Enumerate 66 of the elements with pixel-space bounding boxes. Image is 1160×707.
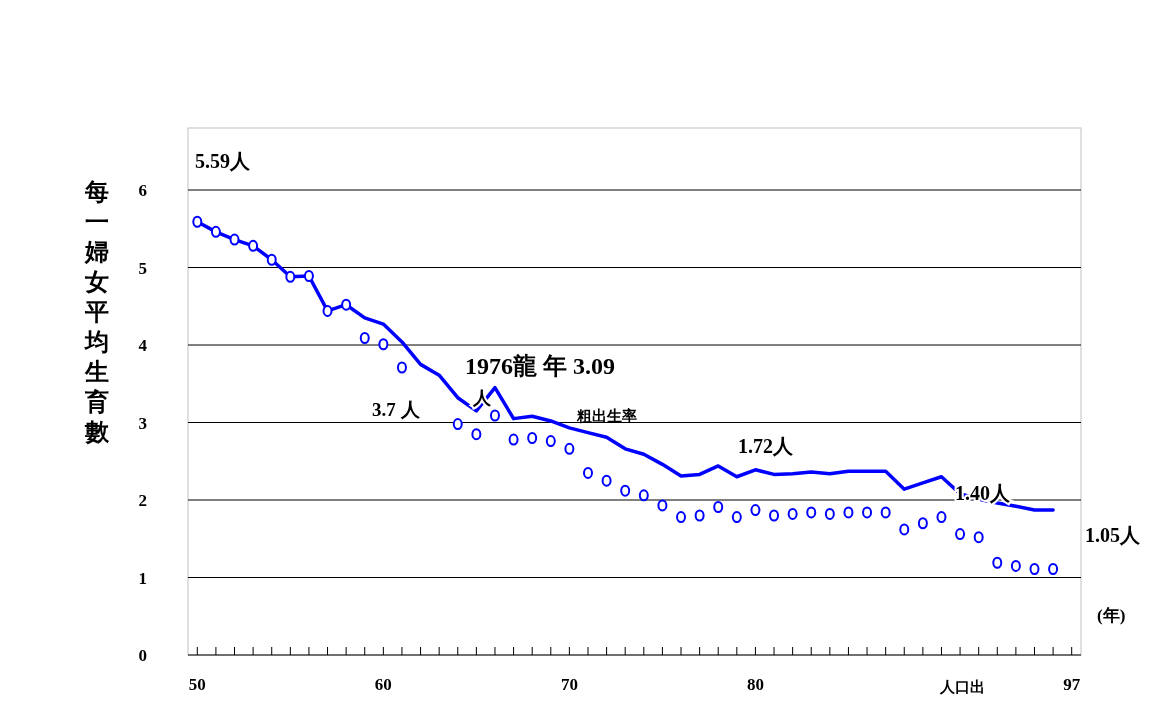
- point: [1048, 562, 1059, 575]
- point: [769, 509, 780, 522]
- point: [471, 428, 482, 441]
- point: [601, 474, 612, 487]
- point: [731, 511, 742, 524]
- point: [582, 466, 593, 479]
- y-tick-label: 1: [138, 568, 147, 588]
- annotation: 粗出生率: [576, 407, 637, 424]
- point: [378, 338, 389, 351]
- y-tick-label: 6: [138, 181, 147, 200]
- point: [973, 531, 984, 544]
- point: [638, 489, 649, 502]
- point: [824, 507, 835, 520]
- point: [917, 517, 928, 530]
- point: [527, 432, 538, 444]
- x-tick-label: 97: [1063, 675, 1081, 694]
- point: [843, 506, 854, 519]
- ylabel: 每一婦女平均生育數: [85, 179, 109, 445]
- point: [359, 332, 370, 345]
- y-tick-label: 0: [138, 646, 147, 665]
- y-tick-label: 4: [138, 336, 148, 355]
- point: [936, 511, 947, 524]
- point: [564, 442, 575, 455]
- x-tick-label: 50: [188, 675, 206, 694]
- annotation: 3.7 人: [372, 399, 421, 420]
- point: [192, 215, 203, 228]
- point: [694, 509, 705, 522]
- y-tick-label: 5: [138, 258, 147, 278]
- point: [992, 556, 1003, 569]
- point: [806, 506, 817, 519]
- x-tick-label: 80: [746, 675, 764, 694]
- x-tick-label: 60: [374, 675, 392, 694]
- point: [787, 507, 798, 520]
- point: [248, 239, 259, 252]
- point: [303, 270, 314, 283]
- point: [620, 484, 631, 497]
- point: [1029, 562, 1040, 575]
- y-tick-label: 2: [138, 491, 147, 510]
- point: [862, 506, 873, 519]
- text: (年): [1097, 606, 1126, 625]
- point: [322, 304, 333, 317]
- point: [508, 433, 519, 446]
- point: [341, 298, 352, 311]
- annotation: 1.72人: [738, 435, 794, 457]
- point: [899, 523, 910, 536]
- point: [489, 409, 500, 422]
- point: [545, 435, 556, 448]
- x-tick-label: 70: [560, 675, 578, 694]
- y-tick-label: 3: [138, 413, 147, 433]
- annotation: 1976龍 年 3.09: [465, 353, 615, 379]
- annotation: 5.59人: [195, 150, 251, 172]
- point: [266, 253, 277, 266]
- point: [229, 233, 240, 246]
- point: [210, 225, 221, 238]
- text: 1.05人: [1085, 524, 1141, 546]
- point: [676, 511, 687, 524]
- point: [955, 528, 966, 541]
- text: 人口出: [939, 679, 985, 695]
- point: [880, 506, 891, 519]
- point: [396, 361, 407, 374]
- point: [1010, 559, 1021, 572]
- point: [285, 270, 296, 283]
- point: [452, 418, 463, 431]
- point: [657, 499, 668, 512]
- point: [713, 500, 724, 513]
- point: [750, 504, 761, 517]
